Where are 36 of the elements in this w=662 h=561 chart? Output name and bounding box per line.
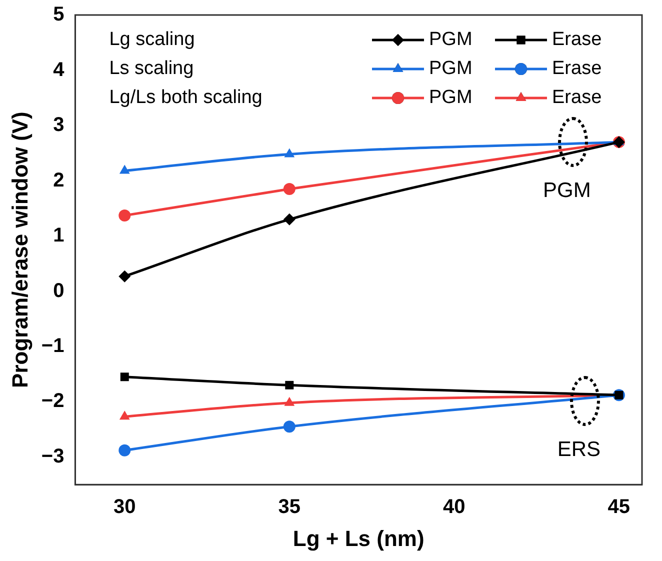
- point: [118, 444, 131, 456]
- x-tick-label: 35: [278, 496, 301, 518]
- point: [283, 420, 296, 433]
- y-tick-label: 5: [53, 4, 64, 26]
- point: [118, 270, 131, 282]
- legend-label: PGM: [429, 87, 472, 108]
- point: [119, 164, 130, 174]
- y-tick-label: 4: [53, 58, 66, 81]
- legend-label: Erase: [552, 29, 602, 50]
- point: [284, 148, 295, 158]
- y-tick-label: −2: [41, 390, 64, 412]
- point: [120, 372, 129, 382]
- legend-label: PGM: [429, 58, 472, 80]
- x-tick-label: 30: [114, 496, 136, 518]
- point: [283, 183, 296, 196]
- y-tick-label: 3: [53, 114, 64, 136]
- x-tick-label: 45: [608, 496, 630, 518]
- x-axis-title: Lg + Ls (nm): [292, 526, 424, 551]
- y-tick-label: 0: [53, 280, 64, 302]
- x-tick-label: 40: [443, 496, 466, 518]
- point: [285, 380, 294, 390]
- annotation: ERS: [557, 438, 601, 461]
- annotation: Lg scaling: [109, 29, 195, 50]
- annotation: Lg/Ls both scaling: [109, 87, 262, 108]
- legend-label: Erase: [552, 58, 602, 80]
- y-axis-title: Program/erase window (V): [7, 112, 32, 388]
- y-tick-label: −1: [41, 335, 64, 357]
- legend-label: Erase: [552, 87, 602, 108]
- point: [283, 213, 296, 226]
- point: [118, 210, 131, 222]
- annotation: PGM: [543, 178, 591, 202]
- y-tick-label: −3: [41, 445, 64, 468]
- legend-label: PGM: [429, 29, 472, 50]
- annotation: Ls scaling: [109, 58, 194, 80]
- y-tick-label: 2: [53, 169, 64, 192]
- y-tick-label: 1: [53, 224, 64, 247]
